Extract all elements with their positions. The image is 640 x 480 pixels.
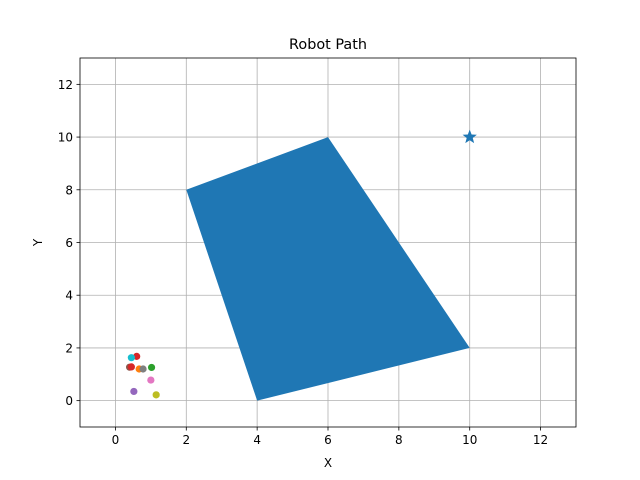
scatter-point: [130, 387, 138, 396]
chart-title: Robot Path: [289, 37, 367, 53]
plot-area: [126, 129, 477, 401]
y-tick-label: 4: [65, 289, 73, 303]
x-axis-label: X: [324, 456, 332, 470]
axis-ticks: 0 2 4 6 8 10 12 0 2 4 6 8 10 12: [58, 78, 548, 447]
y-axis-label: Y: [31, 238, 45, 247]
x-tick-label: 0: [112, 433, 120, 447]
y-tick-label: 12: [58, 78, 73, 92]
x-tick-label: 6: [324, 433, 332, 447]
scatter-point: [139, 365, 147, 373]
y-tick-label: 10: [58, 131, 73, 145]
y-tick-label: 0: [65, 394, 73, 408]
scatter-point: [127, 354, 135, 362]
y-tick-label: 8: [65, 183, 73, 197]
scatter-point: [152, 391, 160, 399]
path-polygon: [186, 137, 470, 401]
goal-star-marker: [462, 129, 477, 144]
y-tick-label: 2: [65, 341, 73, 355]
x-tick-label: 4: [253, 433, 261, 447]
scatter-point: [147, 363, 156, 372]
x-tick-label: 2: [182, 433, 190, 447]
scatter-point: [127, 363, 135, 371]
x-tick-label: 12: [533, 433, 548, 447]
x-tick-label: 10: [462, 433, 477, 447]
y-tick-label: 6: [65, 236, 73, 250]
x-tick-label: 8: [395, 433, 403, 447]
scatter-point: [147, 376, 155, 384]
